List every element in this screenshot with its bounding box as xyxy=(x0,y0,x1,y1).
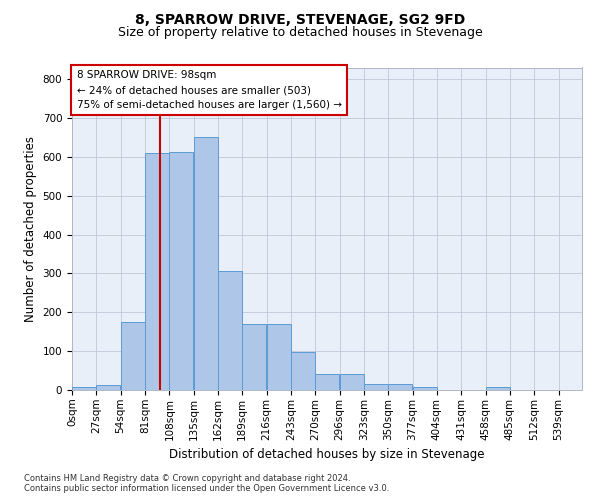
Text: 8, SPARROW DRIVE, STEVENAGE, SG2 9FD: 8, SPARROW DRIVE, STEVENAGE, SG2 9FD xyxy=(135,12,465,26)
Bar xyxy=(388,384,412,390)
Text: Contains HM Land Registry data © Crown copyright and database right 2024.: Contains HM Land Registry data © Crown c… xyxy=(24,474,350,483)
Bar xyxy=(218,272,242,390)
Bar xyxy=(413,387,437,390)
Bar xyxy=(315,374,340,390)
Bar xyxy=(97,386,121,390)
Bar xyxy=(72,387,96,390)
Text: Size of property relative to detached houses in Stevenage: Size of property relative to detached ho… xyxy=(118,26,482,39)
Text: 8 SPARROW DRIVE: 98sqm
← 24% of detached houses are smaller (503)
75% of semi-de: 8 SPARROW DRIVE: 98sqm ← 24% of detached… xyxy=(77,70,341,110)
Bar xyxy=(291,352,315,390)
Bar xyxy=(340,374,364,390)
Bar xyxy=(266,324,291,390)
Y-axis label: Number of detached properties: Number of detached properties xyxy=(24,136,37,322)
Text: Contains public sector information licensed under the Open Government Licence v3: Contains public sector information licen… xyxy=(24,484,389,493)
Bar xyxy=(485,387,509,390)
Bar xyxy=(121,322,145,390)
Bar xyxy=(194,138,218,390)
Bar xyxy=(169,152,193,390)
Bar xyxy=(364,384,388,390)
Bar xyxy=(145,153,169,390)
X-axis label: Distribution of detached houses by size in Stevenage: Distribution of detached houses by size … xyxy=(169,448,485,461)
Bar xyxy=(242,324,266,390)
